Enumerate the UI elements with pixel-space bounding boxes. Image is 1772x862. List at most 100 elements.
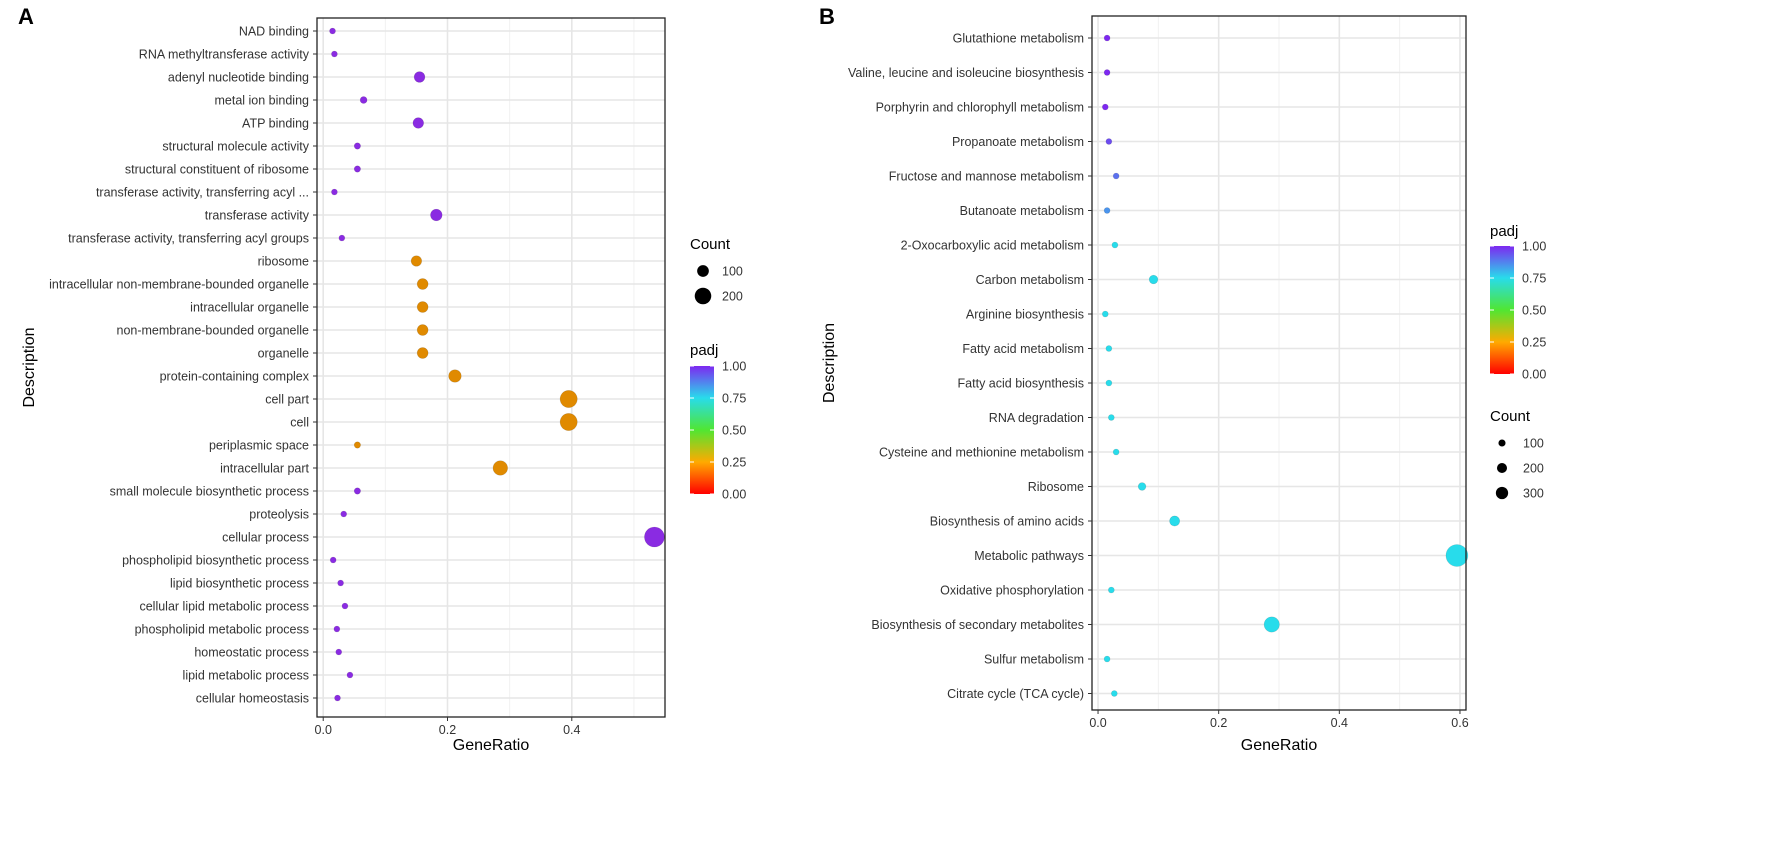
panel-letter: A — [18, 4, 34, 29]
data-point — [329, 556, 337, 564]
y-tick-label: Valine, leucine and isoleucine biosynthe… — [848, 66, 1084, 80]
count-legend-dot — [697, 265, 709, 277]
data-point — [416, 278, 429, 290]
data-point — [1105, 379, 1113, 387]
y-tick-label: lipid metabolic process — [183, 669, 309, 683]
x-tick-label: 0.4 — [563, 723, 580, 737]
count-legend-dot — [694, 287, 712, 305]
data-point — [1101, 103, 1109, 111]
data-point — [1112, 448, 1120, 456]
y-tick-label: Arginine biosynthesis — [966, 308, 1084, 322]
data-point — [1108, 586, 1115, 594]
data-point — [353, 142, 361, 150]
data-point — [1111, 241, 1119, 249]
y-tick-label: Oxidative phosphorylation — [940, 584, 1084, 598]
y-tick-label: RNA degradation — [989, 411, 1084, 425]
data-point — [337, 579, 344, 587]
data-point — [1263, 616, 1280, 633]
y-tick-label: Biosynthesis of secondary metabolites — [871, 618, 1084, 632]
data-point — [492, 460, 508, 476]
y-tick-label: intracellular part — [220, 462, 309, 476]
data-point — [644, 526, 665, 548]
data-point — [329, 27, 336, 35]
data-point — [353, 487, 361, 495]
y-tick-label: lipid biosynthetic process — [170, 577, 309, 591]
y-tick-label: ATP binding — [242, 117, 309, 131]
data-point — [1445, 544, 1469, 567]
data-point — [331, 188, 338, 196]
padj-legend-label: 0.75 — [1522, 272, 1546, 286]
y-tick-label: Carbon metabolism — [976, 273, 1084, 287]
y-tick-label: Metabolic pathways — [974, 549, 1084, 563]
y-tick-label: Fructose and mannose metabolism — [889, 170, 1084, 184]
y-tick-label: cellular homeostasis — [196, 692, 309, 706]
x-axis-title: GeneRatio — [1241, 737, 1318, 754]
y-tick-label: organelle — [258, 347, 309, 361]
y-axis-title: Description — [821, 323, 838, 403]
count-legend-label: 100 — [722, 265, 743, 279]
data-point — [416, 347, 429, 359]
data-point — [1148, 274, 1159, 285]
data-point — [341, 602, 349, 610]
data-point — [338, 234, 346, 242]
y-tick-label: cellular process — [222, 531, 309, 545]
y-tick-label: ribosome — [258, 255, 309, 269]
y-tick-label: phospholipid metabolic process — [135, 623, 309, 637]
padj-legend-label: 0.50 — [1522, 304, 1546, 318]
data-point — [1101, 310, 1109, 318]
y-tick-label: transferase activity, transferring acyl … — [68, 232, 309, 246]
x-axis-title: GeneRatio — [453, 737, 530, 754]
data-point — [335, 648, 343, 656]
data-point — [410, 255, 423, 267]
count-legend-title: Count — [1490, 408, 1531, 425]
data-point — [346, 671, 354, 679]
data-point — [1108, 414, 1115, 421]
plot-background — [317, 18, 665, 717]
padj-legend-label: 0.75 — [722, 392, 746, 406]
y-tick-label: cell — [290, 416, 309, 430]
y-tick-label: intracellular non-membrane-bounded organ… — [49, 278, 309, 292]
y-tick-label: protein-containing complex — [160, 370, 310, 384]
y-tick-label: small molecule biosynthetic process — [110, 485, 309, 499]
padj-legend-label: 1.00 — [1522, 240, 1546, 254]
data-point — [416, 301, 429, 313]
data-point — [412, 117, 424, 129]
y-tick-label: periplasmic space — [209, 439, 309, 453]
y-tick-label: structural molecule activity — [162, 140, 309, 154]
count-legend-label: 100 — [1523, 437, 1544, 451]
count-legend-label: 200 — [1523, 462, 1544, 476]
panel-letter: B — [819, 4, 835, 29]
x-tick-label: 0.0 — [1089, 716, 1106, 730]
data-point — [1103, 655, 1111, 663]
padj-legend-label: 0.50 — [722, 424, 746, 438]
data-point — [353, 441, 361, 449]
padj-legend-label: 0.25 — [722, 456, 746, 470]
y-tick-label: Ribosome — [1028, 480, 1084, 494]
y-tick-label: Citrate cycle (TCA cycle) — [947, 687, 1084, 701]
data-point — [1111, 690, 1118, 697]
padj-legend-label: 1.00 — [722, 360, 746, 374]
data-point — [1103, 207, 1111, 214]
y-tick-label: homeostatic process — [194, 646, 309, 660]
y-tick-label: Porphyrin and chlorophyll metabolism — [876, 101, 1084, 115]
data-point — [359, 96, 368, 104]
y-axis-title: Description — [21, 327, 38, 407]
panel-A: A NAD binding RNA methyltransferase activi… — [18, 4, 746, 754]
count-legend-dot — [1495, 486, 1509, 500]
padj-legend-title: padj — [1490, 223, 1518, 240]
data-point — [353, 165, 361, 173]
data-point — [1105, 138, 1113, 145]
data-point — [331, 50, 338, 58]
y-tick-label: Sulfur metabolism — [984, 653, 1084, 667]
count-legend-label: 200 — [722, 290, 743, 304]
data-point — [1103, 69, 1111, 76]
data-point — [416, 324, 429, 336]
count-legend-title: Count — [690, 236, 731, 253]
data-point — [413, 71, 426, 83]
y-tick-label: structural constituent of ribosome — [125, 163, 309, 177]
x-tick-label: 0.4 — [1331, 716, 1348, 730]
y-tick-label: RNA methyltransferase activity — [139, 48, 310, 62]
data-point — [430, 208, 443, 222]
count-legend-label: 300 — [1523, 487, 1544, 501]
